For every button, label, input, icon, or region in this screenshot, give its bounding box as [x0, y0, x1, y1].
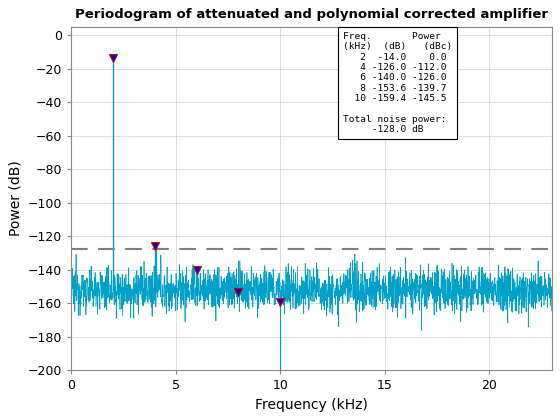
- Y-axis label: Power (dB): Power (dB): [8, 160, 22, 236]
- X-axis label: Frequency (kHz): Frequency (kHz): [255, 398, 368, 412]
- Text: Freq.       Power
(kHz)  (dB)   (dBc)
   2  -14.0    0.0
   4 -126.0 -112.0
   6: Freq. Power (kHz) (dB) (dBc) 2 -14.0 0.0…: [343, 32, 452, 134]
- Title: Periodogram of attenuated and polynomial corrected amplifier: Periodogram of attenuated and polynomial…: [75, 8, 548, 21]
